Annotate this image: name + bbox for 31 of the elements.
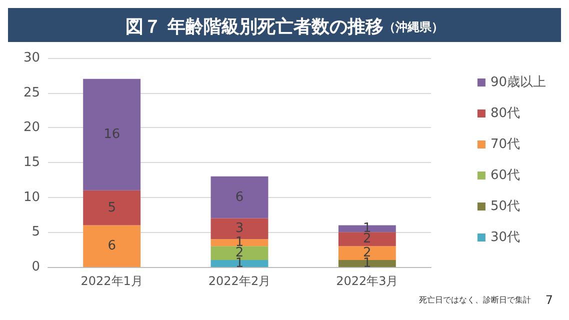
legend-label: 60代 (490, 168, 520, 183)
y-tick-label: 30 (23, 50, 40, 66)
legend-label: 30代 (490, 230, 520, 245)
y-tick-label: 25 (23, 85, 40, 100)
x-tick-label: 2022年2月 (208, 274, 271, 288)
bar (210, 176, 268, 218)
bar (83, 190, 141, 226)
y-tick-label: 0 (32, 260, 40, 274)
data-label: 6 (108, 238, 116, 254)
bar (338, 232, 396, 246)
text: 死亡日ではなく、診断日で集計 (419, 296, 531, 304)
bar (83, 78, 141, 190)
legend-label: 80代 (490, 106, 520, 121)
chart-title: 図７ 年齢階級別死亡者数の推移 (125, 16, 384, 38)
y-tick-label: 5 (32, 224, 40, 240)
legend-label: 50代 (490, 199, 520, 214)
legend-label: 90歳以上 (490, 75, 546, 90)
data-label: 1 (363, 256, 372, 272)
chart-subtitle: （沖縄県） (384, 20, 444, 34)
y-tick-label: 15 (23, 155, 40, 170)
text: 7 (545, 293, 554, 307)
data-label: 6 (235, 190, 244, 205)
data-label: 5 (108, 200, 116, 216)
y-tick-label: 20 (23, 120, 40, 136)
legend-label: 70代 (490, 137, 520, 152)
x-tick-label: 2022年1月 (80, 274, 143, 288)
bar (83, 225, 141, 267)
data-label: 3 (235, 221, 244, 236)
y-tick-label: 10 (23, 190, 40, 205)
x-tick-label: 2022年3月 (336, 274, 398, 288)
data-label: 16 (104, 127, 120, 142)
